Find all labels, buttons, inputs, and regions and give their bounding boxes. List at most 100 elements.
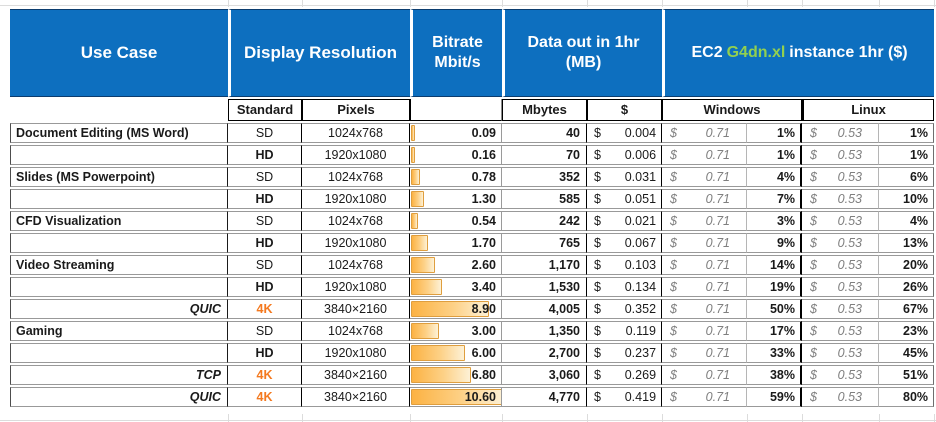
standard-cell: SD xyxy=(228,167,302,187)
table-row: HD 1920x1080 1.30 585 $0.051 $0.71 7% $0… xyxy=(10,189,935,209)
dollar-sign: $ xyxy=(670,258,677,272)
dollar-sign: $ xyxy=(670,236,677,250)
use-case-cell: Slides (MS Powerpoint) xyxy=(10,167,228,187)
linux-rate-value: 0.53 xyxy=(837,302,863,316)
linux-percent-cell: 26% xyxy=(879,277,935,297)
windows-percent-value: 38% xyxy=(769,368,796,382)
windows-percent-value: 1% xyxy=(776,126,796,140)
pixels-label: 3840×2160 xyxy=(324,368,387,382)
bitrate-databar xyxy=(411,191,425,207)
linux-rate-value: 0.53 xyxy=(837,192,863,206)
table-row: Document Editing (MS Word) SD 1024x768 0… xyxy=(10,123,935,143)
standard-label: HD xyxy=(255,236,274,250)
windows-rate-value: 0.71 xyxy=(705,170,731,184)
subheader-pixels: Pixels xyxy=(302,99,410,121)
linux-rate-value: 0.53 xyxy=(837,258,863,272)
linux-rate-cell: $0.53 xyxy=(802,321,880,341)
windows-percent-cell: 4% xyxy=(747,167,803,187)
windows-percent-value: 50% xyxy=(769,302,796,316)
bitrate-cell: 6.80 xyxy=(410,365,502,385)
windows-percent-cell: 38% xyxy=(747,365,803,385)
pixels-label: 1920x1080 xyxy=(324,236,387,250)
bitrate-databar xyxy=(411,301,490,317)
windows-percent-value: 59% xyxy=(769,390,796,404)
use-case-label: CFD Visualization xyxy=(16,214,122,228)
standard-cell: SD xyxy=(228,211,302,231)
bitrate-cell: 0.16 xyxy=(410,145,502,165)
bitrate-databar xyxy=(411,169,420,185)
windows-rate-cell: $0.71 xyxy=(662,167,748,187)
dollar-sign: $ xyxy=(810,236,817,250)
dollar-sign: $ xyxy=(810,324,817,338)
mbytes-value: 4,770 xyxy=(548,390,580,404)
data-out-dollar-value: 0.269 xyxy=(624,368,657,382)
linux-rate-value: 0.53 xyxy=(837,390,863,404)
linux-percent-cell: 1% xyxy=(879,123,935,143)
windows-rate-cell: $0.71 xyxy=(662,233,748,253)
use-case-label: Gaming xyxy=(16,324,63,338)
linux-percent-value: 20% xyxy=(903,258,929,272)
bitrate-cell: 3.00 xyxy=(410,321,502,341)
windows-rate-cell: $0.71 xyxy=(662,277,748,297)
windows-percent-cell: 7% xyxy=(747,189,803,209)
pixels-label: 1024x768 xyxy=(328,258,383,272)
ec2-prefix: EC2 xyxy=(691,44,723,61)
dollar-sign: $ xyxy=(670,390,677,404)
pixels-cell: 3840×2160 xyxy=(302,299,410,319)
bitrate-value: 0.54 xyxy=(471,214,496,228)
windows-rate-value: 0.71 xyxy=(705,302,731,316)
mbytes-cell: 40 xyxy=(502,123,587,143)
data-out-dollar-value: 0.051 xyxy=(624,192,657,206)
linux-rate-cell: $0.53 xyxy=(802,343,880,363)
linux-percent-cell: 1% xyxy=(879,145,935,165)
windows-percent-cell: 3% xyxy=(747,211,803,231)
linux-rate-value: 0.53 xyxy=(837,214,863,228)
dollar-sign: $ xyxy=(594,148,601,162)
windows-percent-value: 9% xyxy=(776,236,796,250)
table-row: Slides (MS Powerpoint) SD 1024x768 0.78 … xyxy=(10,167,935,187)
header-row: Use Case Display Resolution Bitrate Mbit… xyxy=(10,9,935,97)
dollar-sign: $ xyxy=(594,346,601,360)
use-case-label: Video Streaming xyxy=(16,258,115,272)
dollar-sign: $ xyxy=(810,368,817,382)
dollar-sign: $ xyxy=(594,302,601,316)
windows-percent-value: 3% xyxy=(776,214,796,228)
pixels-label: 1024x768 xyxy=(328,126,383,140)
mbytes-cell: 4,770 xyxy=(502,387,587,407)
data-out-dollar-cell: $0.051 xyxy=(587,189,663,209)
dollar-sign: $ xyxy=(594,236,601,250)
pixels-cell: 1024x768 xyxy=(302,321,410,341)
dollar-sign: $ xyxy=(810,126,817,140)
gridline xyxy=(228,0,229,7)
header-bitrate: Bitrate Mbit/s xyxy=(410,9,502,97)
usage-cost-table: Use Case Display Resolution Bitrate Mbit… xyxy=(10,7,935,409)
dollar-sign: $ xyxy=(594,324,601,338)
standard-label: SD xyxy=(255,214,274,228)
bitrate-value: 0.16 xyxy=(471,148,496,162)
pixels-cell: 1024x768 xyxy=(302,211,410,231)
windows-rate-value: 0.71 xyxy=(705,214,731,228)
windows-rate-cell: $0.71 xyxy=(662,321,748,341)
windows-percent-cell: 17% xyxy=(747,321,803,341)
data-out-dollar-cell: $0.134 xyxy=(587,277,663,297)
gridline xyxy=(228,414,229,422)
dollar-sign: $ xyxy=(810,390,817,404)
subheader-mbytes: Mbytes xyxy=(502,99,587,121)
mbytes-cell: 585 xyxy=(502,189,587,209)
bitrate-databar xyxy=(411,235,428,251)
bitrate-value: 1.70 xyxy=(471,236,496,250)
bitrate-cell: 1.30 xyxy=(410,189,502,209)
mbytes-cell: 1,170 xyxy=(502,255,587,275)
bitrate-value: 8.90 xyxy=(471,302,496,316)
linux-percent-value: 10% xyxy=(903,192,929,206)
linux-rate-value: 0.53 xyxy=(837,368,863,382)
gridline xyxy=(0,5,936,6)
data-out-dollar-cell: $0.352 xyxy=(587,299,663,319)
mbytes-cell: 352 xyxy=(502,167,587,187)
windows-percent-value: 4% xyxy=(776,170,796,184)
use-case-cell: QUIC xyxy=(10,387,228,407)
pixels-label: 1920x1080 xyxy=(324,280,387,294)
linux-rate-value: 0.53 xyxy=(837,236,863,250)
linux-rate-value: 0.53 xyxy=(837,324,863,338)
pixels-cell: 1920x1080 xyxy=(302,343,410,363)
